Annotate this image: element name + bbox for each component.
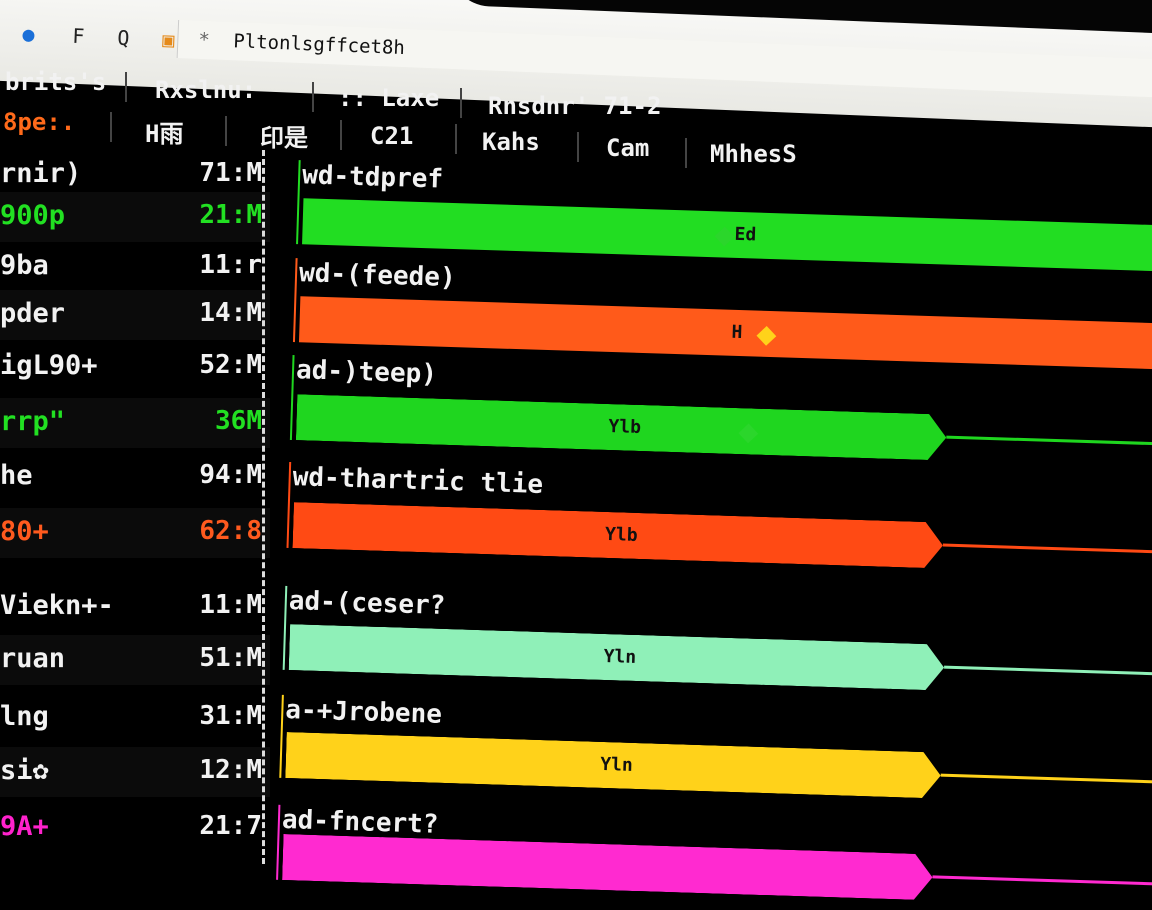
track-label: a-+Jrobene <box>284 694 443 730</box>
task-row[interactable]: rnir) 71:M <box>0 150 270 200</box>
task-name: ruan <box>0 643 66 674</box>
task-row[interactable]: Viekn+- 11:M <box>0 582 270 632</box>
track-connector <box>286 461 292 548</box>
task-name: pder <box>0 298 66 329</box>
font-icon[interactable]: F <box>71 23 85 49</box>
task-name: he <box>0 460 33 491</box>
address-text: Pltonlsgffcet8h <box>232 30 406 60</box>
bar-label: H <box>731 321 743 344</box>
track-connector <box>282 585 288 670</box>
task-name: igL90+ <box>0 350 98 381</box>
header-cell[interactable]: brits's <box>5 68 107 96</box>
star-icon: * <box>197 28 211 52</box>
bar-tail-line <box>944 665 1152 679</box>
timeline-bar[interactable] <box>282 834 933 900</box>
task-row[interactable]: 80+ 62:8 <box>0 508 270 558</box>
header-cell[interactable]: Rxslnu: <box>155 76 257 104</box>
task-name: rnir) <box>0 158 82 189</box>
task-duration: 51:M <box>199 643 262 673</box>
task-row[interactable]: pder 14:M <box>0 290 270 340</box>
timeline-bar[interactable]: Yln <box>285 732 941 799</box>
task-duration: 12:M <box>199 755 262 785</box>
header-cell[interactable]: 8pe:. <box>3 108 76 136</box>
header-cell[interactable]: Rnsdnr' 71-2 <box>488 92 662 120</box>
bar-label: Ylb <box>608 415 642 438</box>
track-connector <box>279 694 284 778</box>
task-row[interactable]: he 94:M <box>0 452 270 502</box>
bar-label: Yln <box>599 753 634 776</box>
bar-tail-line <box>946 435 1152 449</box>
track-label: ad-fncert? <box>281 804 439 840</box>
track-connector <box>289 355 295 441</box>
search-person-icon[interactable]: ● <box>21 21 35 47</box>
bookmark-icon[interactable]: ▣ <box>161 27 175 52</box>
task-name: Viekn+- <box>0 590 114 621</box>
track-label: wd-(feede) <box>298 258 457 294</box>
task-name: lng <box>0 701 49 732</box>
timeline-bar[interactable]: Ylb <box>292 502 943 568</box>
bar-tail-line <box>940 773 1152 787</box>
task-row[interactable]: 9ba 11:r <box>0 242 270 292</box>
task-duration: 21:7 <box>199 811 262 841</box>
track-connector <box>296 160 301 245</box>
task-duration: 21:M <box>199 200 262 230</box>
header-cell[interactable]: Kahs <box>482 128 540 156</box>
task-row[interactable]: 9A+ 21:7 <box>0 803 270 853</box>
task-name: 900p <box>0 200 66 231</box>
track-label: wd-tdpref <box>301 160 444 195</box>
header-cell[interactable]: Cam <box>606 134 650 162</box>
task-name: 80+ <box>0 516 49 547</box>
header-cell[interactable]: H雨 <box>145 120 184 148</box>
bar-tail-line <box>942 543 1152 556</box>
task-duration: 52:M <box>199 350 262 380</box>
track-label: ad-)teep) <box>295 355 438 390</box>
track-connector <box>276 804 281 880</box>
track-label: ad-(ceser? <box>288 586 446 621</box>
timeline-bar[interactable]: Yln <box>289 624 945 691</box>
task-row[interactable]: si✿ 12:M <box>0 747 270 797</box>
task-name: rrp" <box>0 406 66 437</box>
track-label: wd-thartric tlie <box>292 462 544 500</box>
task-name: 9A+ <box>0 811 49 842</box>
search-icon[interactable]: Q <box>116 25 130 51</box>
timeline-panel: wd-tdpref Ed wd-(feede) H ad-)teep) Ylb … <box>272 150 1152 898</box>
task-row[interactable]: 900p 21:M <box>0 192 270 242</box>
task-duration: 36M <box>215 406 262 436</box>
timeline-bar[interactable]: Ylb <box>296 394 947 460</box>
splitter-handle[interactable] <box>262 150 265 864</box>
address-bar[interactable]: * Pltonlsgffcet8h <box>176 19 1152 99</box>
bar-tail-line <box>932 875 1152 888</box>
task-duration: 31:M <box>199 701 262 731</box>
track-connector <box>292 258 298 343</box>
bar-label: Ed <box>734 223 757 246</box>
task-row[interactable]: ruan 51:M <box>0 635 270 685</box>
task-duration: 71:M <box>199 158 262 188</box>
header-cell[interactable]: C21 <box>370 122 414 150</box>
task-duration: 94:M <box>199 460 262 490</box>
bar-label: Yln <box>603 645 637 668</box>
task-duration: 14:M <box>199 298 262 328</box>
task-row[interactable]: rrp" 36M <box>0 398 270 448</box>
bar-label: Ylb <box>604 523 638 546</box>
task-name: 9ba <box>0 250 49 281</box>
task-name: si✿ <box>0 755 49 786</box>
task-duration: 11:r <box>199 250 262 280</box>
task-duration: 62:8 <box>199 516 262 546</box>
task-row[interactable]: lng 31:M <box>0 693 270 743</box>
header-cell[interactable]: MhhesS <box>710 140 797 168</box>
header-cell[interactable]: :: Laxe <box>338 84 440 112</box>
task-duration: 11:M <box>199 590 262 620</box>
header-cell[interactable]: 印是 <box>260 124 308 152</box>
task-row[interactable]: igL90+ 52:M <box>0 342 270 392</box>
